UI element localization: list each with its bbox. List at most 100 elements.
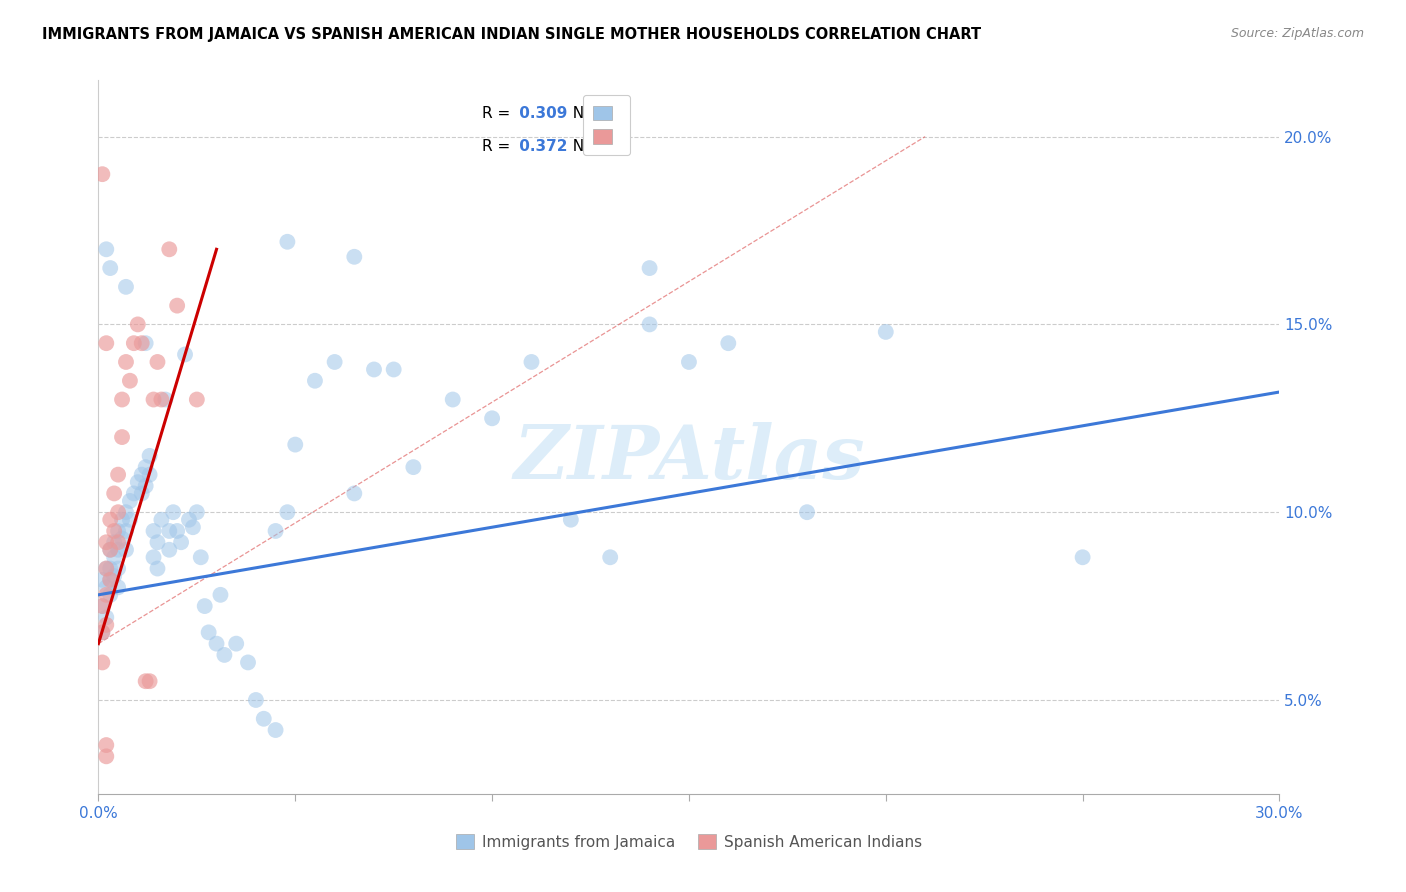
Point (96, 242, 118, 256)
Point (186, 392, 208, 407)
Point (717, 336, 740, 351)
Point (363, 362, 385, 376)
Point (111, 430, 134, 444)
Point (98, 542, 121, 557)
Point (118, 374, 141, 388)
Point (122, 486, 145, 500)
Point (98, 588, 121, 602)
Point (91, 625, 114, 640)
Point (177, 513, 200, 527)
Point (96, 580, 118, 594)
Point (98, 513, 121, 527)
Point (107, 535, 129, 549)
Point (245, 693, 267, 707)
Point (205, 637, 228, 651)
Point (107, 580, 129, 594)
Point (96, 618, 118, 632)
Point (135, 460, 157, 475)
Point (98, 573, 121, 587)
Text: N =: N = (562, 106, 606, 121)
Point (146, 355, 169, 369)
Point (96, 336, 118, 351)
Point (115, 355, 138, 369)
Point (875, 325, 897, 339)
Point (284, 437, 307, 451)
Point (96, 738, 118, 752)
Point (96, 749, 118, 764)
Point (170, 535, 193, 549)
Point (135, 336, 157, 351)
Point (103, 535, 125, 549)
Point (138, 449, 160, 463)
Point (135, 479, 157, 493)
Point (166, 299, 188, 313)
Point (96, 535, 118, 549)
Point (96, 561, 118, 575)
Point (96, 561, 118, 575)
Point (194, 599, 217, 613)
Point (115, 280, 138, 294)
Text: R =: R = (482, 106, 516, 121)
Point (264, 524, 287, 538)
Point (560, 513, 582, 527)
Point (157, 242, 180, 256)
Point (131, 336, 153, 351)
Point (98, 542, 121, 557)
Point (127, 318, 149, 332)
Point (115, 524, 138, 538)
Point (225, 637, 247, 651)
Text: 0.372: 0.372 (515, 139, 568, 153)
Point (96, 588, 118, 602)
Text: 34: 34 (596, 139, 623, 153)
Point (103, 550, 125, 565)
Point (382, 362, 405, 376)
Point (103, 569, 125, 583)
Point (323, 355, 346, 369)
Point (91, 599, 114, 613)
Point (214, 648, 236, 662)
Point (115, 505, 138, 519)
Point (122, 336, 145, 351)
Point (157, 542, 180, 557)
Point (131, 486, 153, 500)
Point (1071, 550, 1094, 565)
Point (142, 550, 165, 565)
Text: 0.309: 0.309 (515, 106, 568, 121)
Point (174, 347, 197, 361)
Point (166, 524, 188, 538)
Point (118, 494, 141, 508)
Point (146, 561, 169, 575)
Text: ZIPAtlas: ZIPAtlas (513, 422, 865, 495)
Point (138, 674, 160, 689)
Point (135, 674, 157, 689)
Point (155, 392, 177, 407)
Point (91, 599, 114, 613)
Point (599, 550, 621, 565)
Point (638, 318, 661, 332)
Point (150, 392, 173, 407)
Point (304, 374, 326, 388)
Point (91, 656, 114, 670)
Point (138, 467, 160, 482)
Point (91, 625, 114, 640)
Text: Source: ZipAtlas.com: Source: ZipAtlas.com (1230, 27, 1364, 40)
Point (96, 610, 118, 624)
Point (103, 524, 125, 538)
Point (343, 250, 366, 264)
Point (98, 561, 121, 575)
Text: R =: R = (482, 139, 516, 153)
Point (103, 486, 125, 500)
Point (98, 261, 121, 276)
Point (481, 411, 503, 425)
Point (115, 542, 138, 557)
Point (157, 524, 180, 538)
Point (638, 261, 661, 276)
Point (107, 542, 129, 557)
Text: N =: N = (562, 139, 606, 153)
Point (98, 573, 121, 587)
Point (197, 625, 219, 640)
Point (131, 467, 153, 482)
Text: 85: 85 (596, 106, 623, 121)
Legend: Immigrants from Jamaica, Spanish American Indians: Immigrants from Jamaica, Spanish America… (449, 827, 929, 857)
Point (678, 355, 700, 369)
